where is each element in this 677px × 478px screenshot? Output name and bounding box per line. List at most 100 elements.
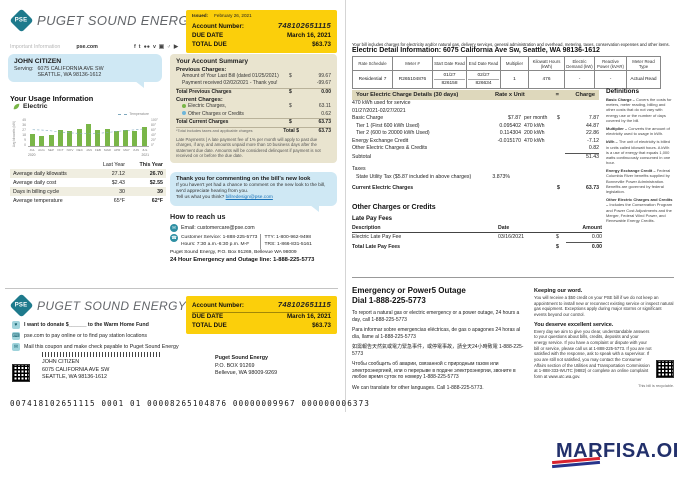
stub-customer-name: JOHN CITIZEN: [42, 359, 80, 365]
row-label: Average daily cost: [13, 179, 57, 186]
previous-charges-header: Previous Charges:: [176, 66, 227, 73]
instagram-icon: ▣: [158, 44, 164, 50]
subtotal-row: Subtotal 51.43: [352, 152, 599, 162]
address-line-2: SEATTLE, WA 98136-1612: [37, 72, 102, 78]
definitions-title: Definitions: [606, 88, 640, 95]
stub-due-label: DUE DATE: [192, 312, 224, 320]
payee-name: Puget Sound Energy: [215, 355, 269, 361]
service-promises-section: Keeping our word. You will receive a $50…: [534, 288, 674, 388]
stub-address-line-1: 6075 CALIFORNIA AVE SW: [42, 366, 110, 373]
flickr-icon: ●●: [143, 44, 150, 50]
account-label: Account Number:: [192, 22, 244, 30]
currency-sign: $: [289, 119, 292, 125]
usage-bar: [113, 131, 119, 146]
currency-sign: $: [557, 185, 560, 192]
phone-icon: ☎: [170, 234, 178, 242]
emergency-section: Emergency or Power5 Outage Dial 1-888-22…: [352, 286, 527, 391]
feedback-email-link[interactable]: billredesign@pse.com: [225, 195, 273, 201]
pse-logo: PSE PUGET SOUND ENERGY: [9, 8, 198, 33]
email-address[interactable]: customercare@pse.com: [197, 225, 255, 231]
usage-left-ticks: 45 36 27 18 9 0: [17, 118, 26, 147]
issued-row: Issued: February 26, 2021: [192, 13, 331, 20]
table-row: Average temperature 65°F 62°F: [10, 196, 166, 205]
pay-online-line: ⌨ pse.com to pay online or to find pay s…: [12, 332, 148, 340]
stub-total-row: TOTAL DUE $63.73: [192, 322, 331, 331]
charge-col-label: Charge: [575, 92, 595, 98]
account-summary-box: Your Account Summary Previous Charges: A…: [170, 54, 337, 163]
emergency-dial: Dial 1-888-225-5773: [352, 296, 426, 305]
currency-sign: $: [556, 234, 559, 241]
brand-wordmark: PUGET SOUND ENERGY: [37, 298, 187, 313]
pse-logo-icon: PSE: [9, 8, 34, 33]
row-this: 26.70: [149, 170, 163, 177]
x-tick-label: AUG: [38, 148, 45, 152]
phone-row: ☎ Customer Service: 1-888-225-5773 Hours…: [170, 234, 338, 249]
payee-line-2: Bellevue, WA 98009-9269: [215, 370, 278, 377]
row-label: Average daily kilowatts: [13, 170, 67, 177]
emergency-title: Emergency or Power5 Outage: [352, 286, 466, 295]
usage-bar: [39, 136, 45, 146]
current-charges-amount: 63.73: [586, 185, 599, 192]
keeping-word-title: Keeping our word.: [534, 288, 583, 294]
x-tick-label: JUN: [132, 148, 139, 152]
usage-bar: [85, 123, 91, 146]
usage-x-labels: JUL AUG SEP OCT NOV DEC JAN FEB MAR APR MAY JUN JUL: [28, 148, 149, 152]
total-due-label: TOTAL DUE: [192, 40, 227, 48]
charge-details-title: Your Electric Charge Details (30 days): [356, 92, 459, 98]
fee-date: 03/16/2021: [498, 234, 524, 241]
feedback-cta: Tell us what you think?: [176, 195, 225, 201]
definition-item: Energy Exchange Credit – Federal Columbi…: [606, 168, 671, 194]
chart-plot-area: [28, 118, 149, 147]
marfisa-watermark-link[interactable]: MARFISA.ORG: [556, 440, 677, 462]
x-tick-label: DEC: [76, 148, 83, 152]
total-current-amount: 63.73: [318, 119, 331, 125]
address-line-1: 6075 CALIFORNIA AVE SW: [37, 66, 104, 72]
service-period-line: 01/27/2021-02/27/2021: [352, 107, 406, 114]
charge-row: Tier 2 (600 to 20000 kWh Used) 0.114304 …: [356, 130, 599, 137]
multiplier: 1: [500, 70, 529, 89]
demand-value: -: [564, 70, 595, 89]
late-total-label: Total Late Pay Fees: [352, 243, 401, 250]
row-label: Average temperature: [13, 197, 63, 204]
stub-account-row: Account Number: 748102651115: [192, 299, 331, 313]
important-information-link: Important Information: [10, 44, 61, 50]
usage-bar: [132, 131, 138, 146]
usage-chart: Temperature Avg kilowatts (kW) 45 36 27 18 9…: [12, 112, 165, 158]
emergency-zh: 如需報告天然氣或電力緊急事件，或停電事故，請全天24小時致電 1-888-225…: [352, 344, 524, 357]
chart-y-axis-label: Avg kilowatts (kW): [12, 120, 17, 148]
issued-label: Issued:: [192, 13, 209, 18]
x-tick-label: OCT: [57, 148, 64, 152]
email-row: ✉ Email: customercare@pse.com: [170, 224, 338, 232]
charge-row: Basic Charge $7.87 per month $ 7.87: [352, 115, 599, 122]
remit-to-address: Puget Sound Energy P.O. BOX 91269 Bellev…: [215, 355, 277, 378]
recyclable-note: This bill is recyclable.: [638, 383, 674, 388]
stub-due-date: March 16, 2021: [286, 312, 331, 320]
stub-account-number: 748102651115: [277, 300, 331, 309]
pse-website-link[interactable]: pse.com: [76, 44, 98, 50]
last-bill-label: Amount of Your Last Bill (dated 01/25/20…: [182, 72, 279, 79]
payment-label: Payment received 02/02/2021 - Thank you!: [182, 80, 278, 86]
customer-address-bubble: JOHN CITIZEN Serving: 6075 CALIFORNIA AV…: [8, 54, 162, 88]
chart-year-start: 2020: [28, 153, 36, 157]
reactive-value: -: [594, 70, 627, 89]
emergency-ru: Чтобы сообщить об аварии, связанной с пр…: [352, 361, 516, 380]
usage-bar: [48, 134, 54, 146]
row-this: $2.55: [149, 179, 163, 186]
due-date-value: March 16, 2021: [286, 31, 331, 39]
total-previous-label: Total Previous Charges: [176, 88, 232, 95]
tty-phone: TTY: 1-800-962-9498: [264, 235, 312, 240]
payment-amount: -99.67: [316, 80, 331, 86]
stub-account-label: Account Number:: [192, 302, 244, 309]
col-last-year: Last Year: [102, 161, 125, 168]
keeping-word-body: You will receive a $50 credit on your PS…: [534, 295, 674, 318]
complaint-qr-code: [656, 360, 674, 378]
last-bill-row: Amount of Your Last Bill (dated 01/25/20…: [176, 73, 331, 81]
tax-label: State Utility Tax ($5.87 included in abo…: [356, 173, 472, 180]
feedback-body: If you haven't yet had a chance to comme…: [176, 183, 326, 195]
charge-row: Other Electric Charges & Credits 0.82: [352, 145, 599, 152]
email-label: Email:: [181, 225, 198, 231]
trs-phone: TRS: 1-866-831-5161: [264, 242, 312, 248]
definitions-panel: Definitions Basic Charge – Covers the co…: [606, 88, 673, 226]
other-charges-label: Other Charges or Credits: [182, 111, 289, 119]
pse-logo-icon: PSE: [9, 293, 34, 318]
